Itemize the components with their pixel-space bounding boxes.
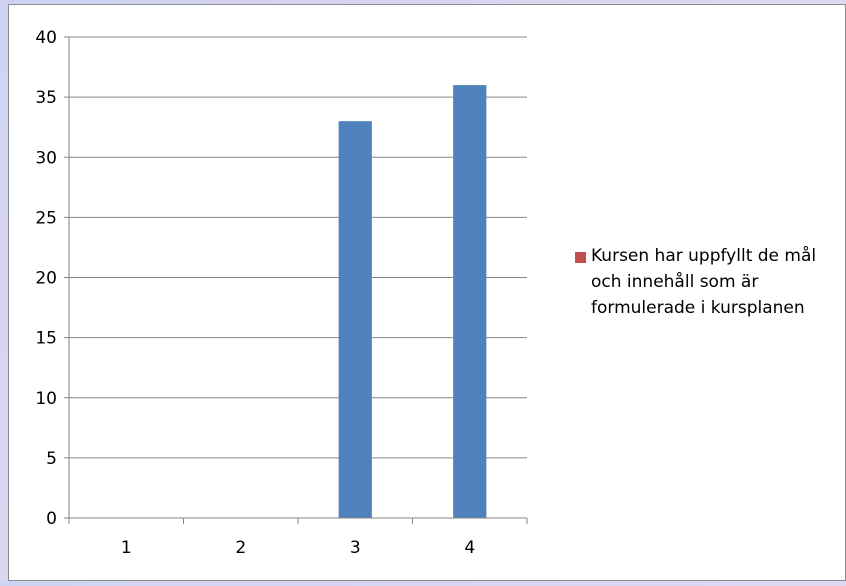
axes: [64, 36, 528, 524]
legend-label: Kursen har uppfyllt de mål och innehåll …: [591, 246, 817, 318]
y-tick-label: 10: [35, 389, 57, 409]
y-tick-label: 30: [35, 148, 57, 168]
x-tick-label: 1: [121, 538, 132, 558]
legend-swatch: [575, 252, 586, 263]
y-tick-label: 40: [35, 28, 57, 48]
bar: [338, 121, 372, 519]
legend: Kursen har uppfyllt de mål och innehåll …: [575, 243, 845, 321]
y-tick-label: 0: [46, 509, 57, 529]
y-tick-label: 35: [35, 88, 57, 108]
bars: [338, 85, 487, 519]
x-tick-label: 3: [350, 538, 361, 558]
bar: [453, 85, 487, 518]
bar-chart: 0 5 10 15 20 25 30 35 40 1 2 3 4: [35, 28, 528, 558]
y-tick-label: 5: [46, 449, 57, 469]
chart-frame: 0 5 10 15 20 25 30 35 40 1 2 3 4 Kursen har uppfyllt…: [8, 4, 846, 581]
y-tick-label: 25: [35, 208, 57, 228]
x-tick-label: 2: [235, 538, 246, 558]
x-tick-label: 4: [464, 538, 475, 558]
y-tick-label: 20: [35, 269, 57, 289]
tick-labels: 0 5 10 15 20 25 30 35 40 1 2 3 4: [35, 28, 475, 558]
gridlines: [69, 36, 527, 459]
y-tick-label: 15: [35, 329, 57, 349]
